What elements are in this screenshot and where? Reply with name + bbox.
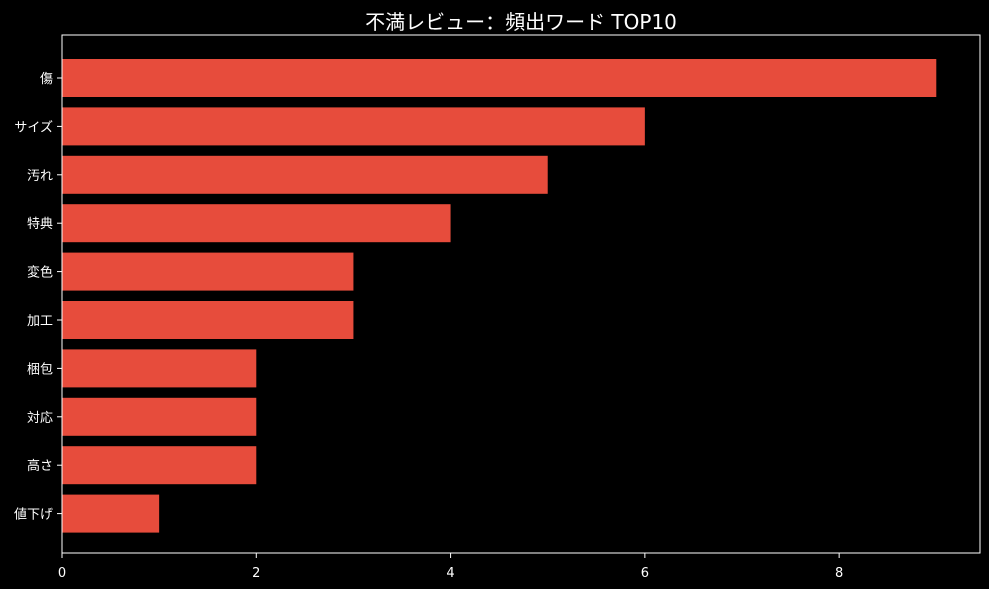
y-tick-label: 対応 <box>27 411 53 426</box>
x-tick-label: 0 <box>58 566 66 581</box>
plot-frame <box>61 34 981 554</box>
y-tick-label: 加工 <box>27 314 53 329</box>
y-tick-label: サイズ <box>14 119 53 135</box>
bar-2 <box>62 107 645 146</box>
bar-8 <box>62 397 257 436</box>
bars-group <box>62 59 937 533</box>
x-axis-ticks: 0 2 4 6 8 <box>58 553 843 581</box>
bar-6 <box>62 301 354 339</box>
bar-9 <box>62 446 257 485</box>
x-tick-label: 6 <box>641 566 649 581</box>
bar-5 <box>62 252 354 291</box>
y-tick-label: 傷 <box>40 72 53 87</box>
y-tick-label: 特典 <box>27 217 53 232</box>
y-tick-label: 変色 <box>27 265 53 281</box>
y-tick-label: 汚れ <box>27 169 53 184</box>
y-tick-label: 値下げ <box>14 507 53 523</box>
bar-4 <box>62 204 451 243</box>
bar-3 <box>62 155 548 194</box>
y-tick-label: 梱包 <box>27 362 53 377</box>
x-tick-label: 8 <box>835 566 843 581</box>
y-tick-label: 高さ <box>27 458 53 474</box>
x-tick-label: 2 <box>252 566 260 581</box>
bar-10 <box>62 494 160 533</box>
bar-1 <box>62 59 937 97</box>
x-tick-label: 4 <box>446 566 454 581</box>
bar-7 <box>62 349 257 388</box>
chart-title: 不満レビュー：頻出ワード TOP10 <box>365 10 677 34</box>
